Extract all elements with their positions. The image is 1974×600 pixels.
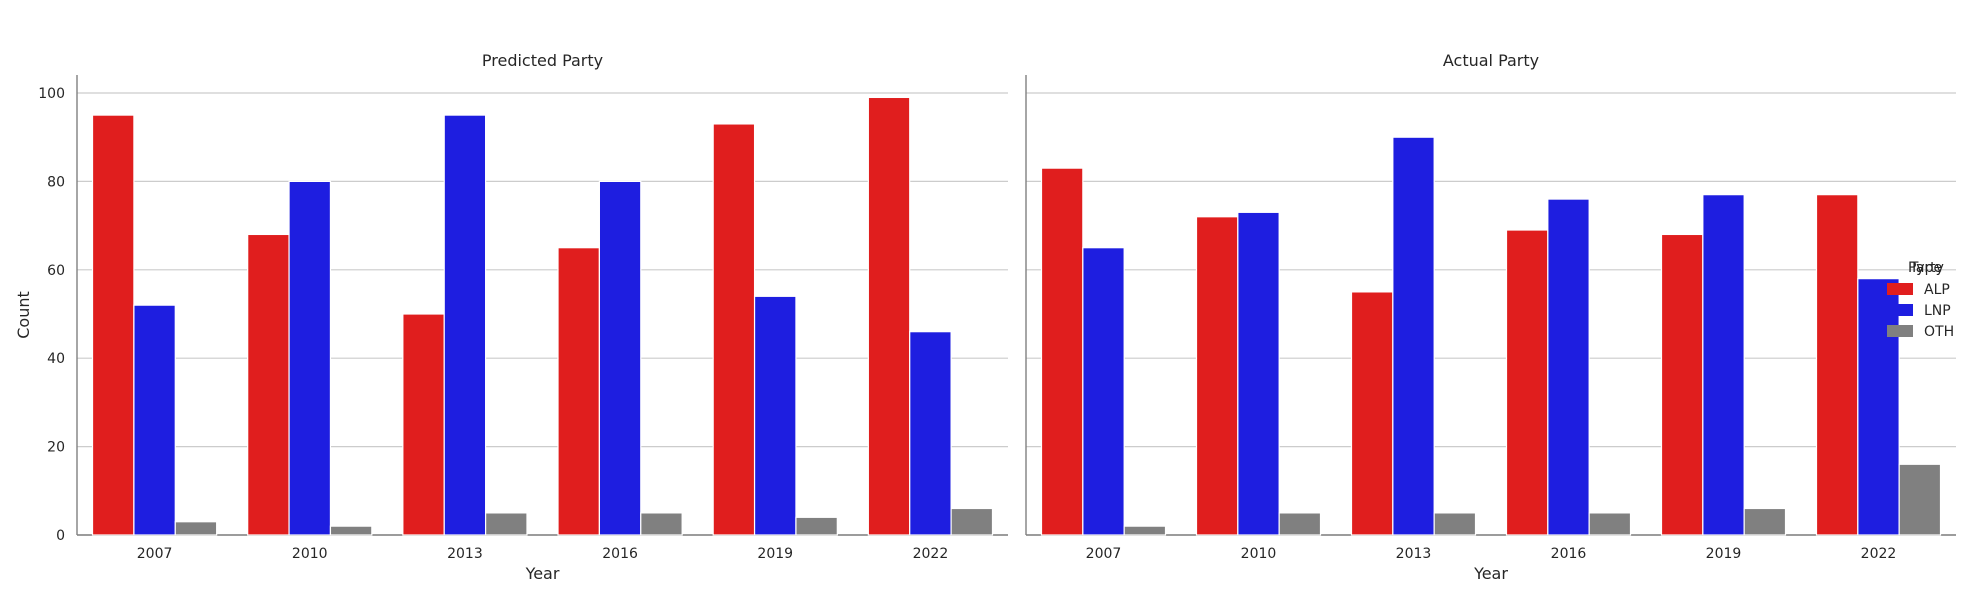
legend-title-party: Party — [1908, 260, 1944, 276]
bar-oth-2019 — [1743, 507, 1787, 536]
bar-lnp-2022 — [1857, 278, 1900, 536]
bar-lnp-2019 — [1702, 194, 1745, 536]
bar-oth-2013 — [485, 512, 528, 536]
bar-oth-2013 — [1433, 512, 1477, 536]
bar-oth-2016 — [1588, 512, 1632, 536]
bar-alp-2022 — [1815, 194, 1859, 536]
y-tick-label: 100 — [38, 86, 65, 102]
bar-alp-2019 — [712, 123, 756, 536]
bar-oth-2016 — [640, 512, 683, 536]
bar-oth-2010 — [329, 525, 373, 536]
bar-lnp-2007 — [133, 304, 176, 536]
bar-alp-2013 — [1350, 291, 1394, 536]
bar-alp-2016 — [557, 247, 600, 536]
bar-oth-2007 — [1123, 525, 1167, 536]
bar-lnp-2013 — [443, 114, 487, 536]
bar-alp-2007 — [91, 114, 135, 536]
bar-alp-2019 — [1660, 233, 1704, 536]
y-axis-title: Count — [14, 291, 33, 339]
bar-lnp-2013 — [1392, 136, 1435, 536]
x-axis-title: Year — [1473, 564, 1508, 583]
x-tick-label: 2019 — [1706, 546, 1742, 562]
legend-swatch-alp — [1887, 283, 1913, 295]
bar-oth-2019 — [795, 516, 838, 536]
bar-lnp-2010 — [288, 180, 332, 536]
bar-alp-2010 — [247, 233, 290, 536]
bar-alp-2016 — [1505, 229, 1549, 536]
bar-oth-2007 — [174, 521, 218, 536]
x-tick-label: 2010 — [292, 546, 328, 562]
bar-alp-2022 — [867, 96, 911, 536]
x-tick-label: 2022 — [1861, 546, 1897, 562]
bar-oth-2022 — [1898, 463, 1942, 536]
bar-oth-2010 — [1278, 512, 1322, 536]
panel-title: Predicted Party — [482, 51, 603, 70]
legend-swatch-lnp — [1887, 304, 1913, 316]
x-tick-label: 2007 — [137, 546, 173, 562]
bar-lnp-2016 — [598, 180, 642, 536]
bar-alp-2010 — [1195, 216, 1239, 536]
x-tick-label: 2016 — [1551, 546, 1587, 562]
x-tick-label: 2007 — [1086, 546, 1122, 562]
bar-lnp-2007 — [1082, 247, 1125, 536]
legend-title-type: Type — [1909, 260, 1942, 276]
x-tick-label: 2010 — [1241, 546, 1277, 562]
legend-label: ALP — [1924, 282, 1950, 298]
y-tick-label: 0 — [56, 528, 65, 544]
x-tick-label: 2016 — [602, 546, 638, 562]
bar-lnp-2019 — [753, 295, 797, 536]
x-tick-label: 2013 — [447, 546, 483, 562]
y-tick-label: 60 — [47, 263, 65, 279]
legend-label: LNP — [1924, 303, 1951, 319]
panel-title: Actual Party — [1443, 51, 1539, 70]
y-tick-label: 20 — [47, 440, 65, 456]
y-tick-label: 40 — [47, 351, 65, 367]
bar-lnp-2022 — [909, 331, 952, 536]
x-axis-title: Year — [525, 564, 560, 583]
bar-lnp-2016 — [1547, 198, 1590, 536]
bar-alp-2007 — [1040, 167, 1084, 536]
x-tick-label: 2013 — [1396, 546, 1432, 562]
bar-lnp-2010 — [1237, 211, 1280, 536]
x-tick-label: 2019 — [757, 546, 793, 562]
bar-oth-2022 — [950, 507, 994, 536]
y-tick-label: 80 — [47, 174, 65, 190]
x-tick-label: 2022 — [913, 546, 949, 562]
bar-alp-2013 — [402, 313, 445, 536]
legend-label: OTH — [1924, 324, 1954, 340]
legend-swatch-oth — [1887, 325, 1913, 337]
